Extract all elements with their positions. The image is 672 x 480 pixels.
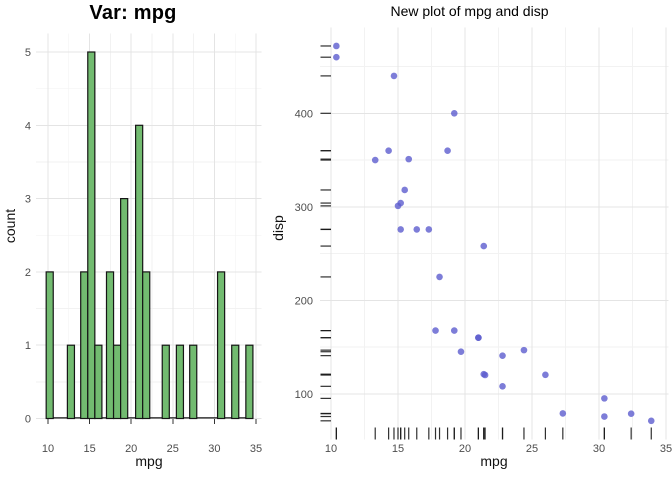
histogram-bar — [189, 344, 198, 420]
scatter-point — [480, 242, 488, 250]
tick-label: 30 — [208, 443, 220, 455]
tick-label: 30 — [593, 443, 605, 455]
histogram-bar — [175, 344, 185, 420]
scatter-point — [450, 327, 458, 334]
tick-label: 4 — [25, 120, 31, 132]
scatter-point — [333, 53, 340, 61]
scatter-point — [559, 410, 567, 417]
histogram-bar — [112, 344, 122, 420]
tick-label: 400 — [295, 108, 313, 120]
scatter-point — [371, 156, 379, 164]
scatter-x-axis-title: mpg — [480, 453, 508, 469]
scatter-point — [450, 110, 458, 117]
scatter-point — [601, 413, 608, 420]
histogram-y-axis-title: count — [2, 208, 18, 244]
scatter-point — [647, 417, 655, 425]
histogram-bar — [87, 51, 96, 420]
tick-label: 35 — [660, 443, 672, 455]
scatter-y-axis-title: disp — [270, 215, 286, 241]
scatter-point — [542, 371, 549, 379]
tick-label: 15 — [83, 443, 95, 455]
scatter-point — [436, 273, 443, 281]
tick-label: 1 — [25, 340, 31, 352]
tick-label: 25 — [526, 443, 538, 455]
scatter-point — [390, 72, 398, 80]
tick-label: 300 — [295, 202, 313, 214]
histogram-bar — [94, 344, 103, 420]
scatter-point — [425, 226, 433, 233]
tick-label: 2 — [25, 267, 31, 279]
tick-label: 15 — [392, 443, 404, 455]
scatter-point — [401, 186, 409, 194]
scatter-point — [520, 346, 528, 354]
tick-label: 20 — [125, 443, 137, 455]
histogram-bar — [120, 198, 129, 420]
scatter-point — [397, 226, 404, 233]
scatter-point — [480, 370, 488, 378]
scatter-point — [413, 226, 421, 233]
scatter-point — [385, 147, 392, 154]
histogram-bar — [216, 271, 226, 420]
histogram-title: Var: mpg — [89, 2, 177, 24]
scatter-point — [475, 334, 482, 342]
tick-label: 0 — [25, 414, 31, 426]
scatter-point — [627, 410, 635, 418]
tick-label: 20 — [459, 443, 471, 455]
scatter-point — [444, 147, 451, 154]
histogram-bar — [142, 271, 151, 420]
scatter-point — [499, 383, 506, 390]
histogram-x-axis-title: mpg — [135, 453, 163, 469]
histogram-bar — [245, 344, 254, 420]
scatter-point — [432, 327, 439, 334]
scatter-title: New plot of mpg and disp — [390, 3, 549, 19]
scatter-point — [394, 202, 402, 210]
histogram-bar — [45, 271, 54, 420]
tick-label: 25 — [167, 443, 179, 455]
histogram-bar — [231, 344, 240, 420]
tick-label: 10 — [325, 443, 337, 455]
tick-label: 3 — [25, 194, 31, 206]
histogram-bar — [161, 344, 170, 420]
tick-label: 10 — [42, 443, 54, 455]
scatter-point — [405, 155, 413, 163]
scatter-point — [601, 395, 608, 402]
scatter-point — [457, 348, 465, 356]
tick-label: 200 — [295, 295, 313, 307]
tick-label: 35 — [250, 443, 262, 455]
histogram-bar — [80, 271, 89, 420]
tick-label: 5 — [25, 47, 31, 59]
histogram-bar — [66, 344, 76, 420]
tick-label: 100 — [295, 389, 313, 401]
histogram-bar — [105, 271, 115, 420]
scatter-point — [333, 42, 340, 50]
histogram-bar — [135, 124, 144, 420]
scatter-point — [499, 352, 506, 359]
